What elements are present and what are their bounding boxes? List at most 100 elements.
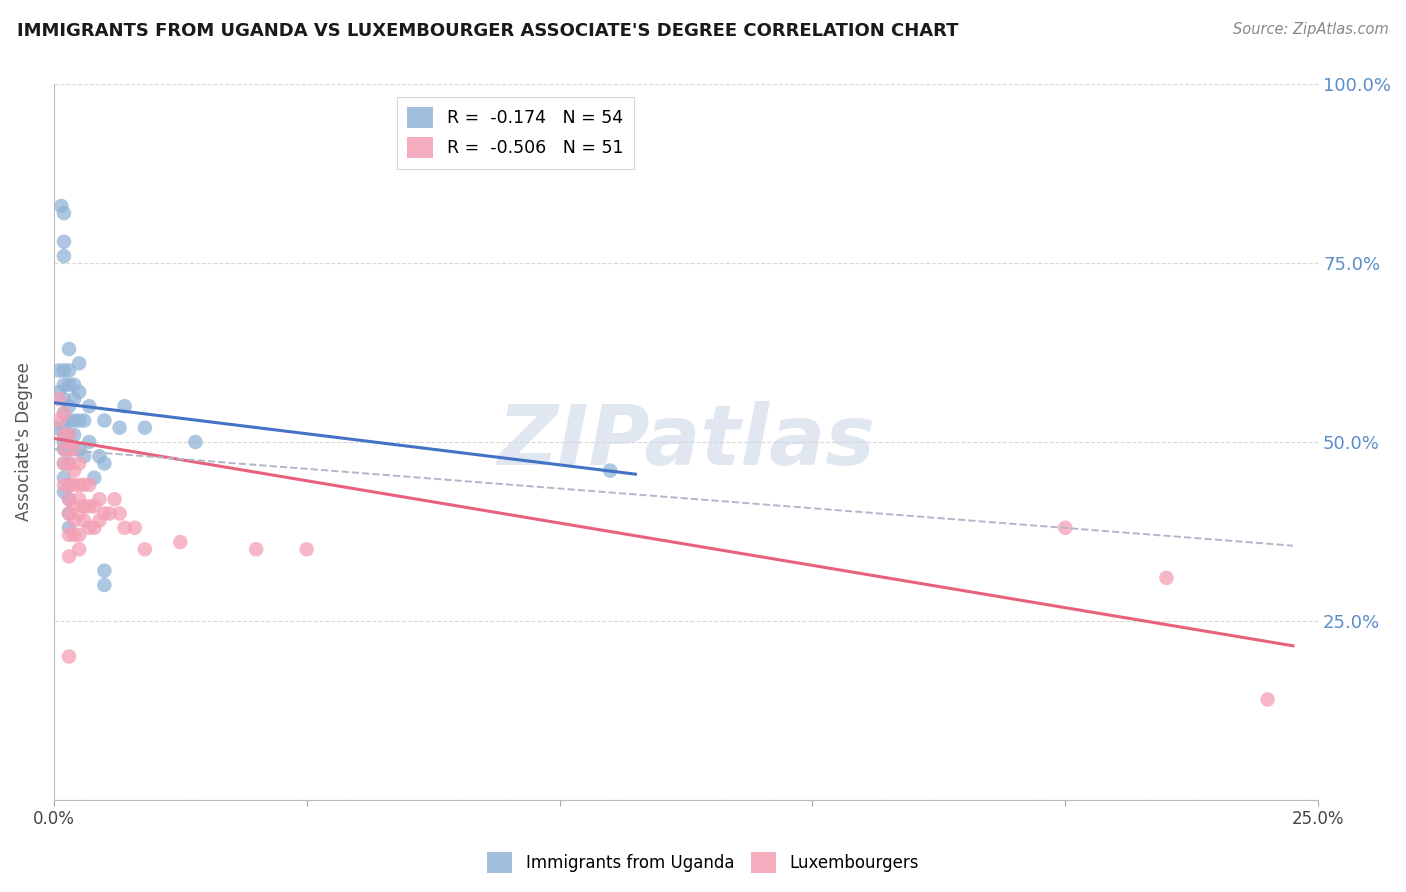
Legend: R =  -0.174   N = 54, R =  -0.506   N = 51: R = -0.174 N = 54, R = -0.506 N = 51 [396,96,634,169]
Point [67,492,90,507]
Point [89,514,111,528]
Point [67,457,90,471]
Point [58,363,80,377]
Point [63,464,86,478]
Point [52,235,75,249]
Point [108,420,131,434]
Point [58,528,80,542]
Y-axis label: Associate's Degree: Associate's Degree [15,362,32,522]
Point [77,500,100,514]
Point [52,442,75,457]
Point [52,406,75,420]
Point [1156,571,1178,585]
Point [58,442,80,457]
Point [295,542,318,557]
Point [63,500,86,514]
Text: Source: ZipAtlas.com: Source: ZipAtlas.com [1233,22,1389,37]
Point [52,442,75,457]
Point [93,413,115,427]
Point [58,549,80,564]
Point [52,377,75,392]
Point [63,427,86,442]
Point [93,507,115,521]
Point [98,507,121,521]
Point [52,249,75,263]
Point [58,507,80,521]
Point [52,206,75,220]
Point [52,478,75,492]
Point [67,478,90,492]
Point [63,413,86,427]
Point [89,492,111,507]
Point [63,478,86,492]
Point [73,514,96,528]
Point [245,542,267,557]
Point [1257,692,1279,706]
Point [58,521,80,535]
Point [83,521,105,535]
Point [63,392,86,406]
Point [73,478,96,492]
Point [63,514,86,528]
Point [599,464,621,478]
Point [52,457,75,471]
Point [58,442,80,457]
Point [114,399,136,413]
Point [58,413,80,427]
Point [48,392,70,406]
Point [89,450,111,464]
Point [52,427,75,442]
Point [77,521,100,535]
Point [58,457,80,471]
Point [52,420,75,434]
Point [45,420,67,434]
Point [124,521,146,535]
Point [58,457,80,471]
Point [67,384,90,399]
Point [1054,521,1077,535]
Point [63,442,86,457]
Point [73,413,96,427]
Point [52,392,75,406]
Point [63,528,86,542]
Point [58,377,80,392]
Point [67,507,90,521]
Point [83,471,105,485]
Point [52,427,75,442]
Point [77,399,100,413]
Point [108,507,131,521]
Point [58,649,80,664]
Point [67,528,90,542]
Point [67,542,90,557]
Point [77,478,100,492]
Point [58,427,80,442]
Point [134,542,156,557]
Point [58,399,80,413]
Point [52,457,75,471]
Point [58,478,80,492]
Text: IMMIGRANTS FROM UGANDA VS LUXEMBOURGER ASSOCIATE'S DEGREE CORRELATION CHART: IMMIGRANTS FROM UGANDA VS LUXEMBOURGER A… [17,22,959,40]
Point [67,356,90,370]
Point [83,500,105,514]
Point [67,413,90,427]
Point [52,363,75,377]
Point [73,450,96,464]
Point [58,427,80,442]
Point [93,564,115,578]
Point [114,521,136,535]
Point [93,578,115,592]
Point [63,377,86,392]
Point [48,384,70,399]
Point [58,492,80,507]
Point [48,363,70,377]
Point [103,492,125,507]
Point [58,492,80,507]
Point [51,199,73,213]
Point [52,471,75,485]
Point [63,442,86,457]
Point [134,420,156,434]
Point [93,457,115,471]
Point [169,535,191,549]
Point [58,478,80,492]
Point [52,485,75,500]
